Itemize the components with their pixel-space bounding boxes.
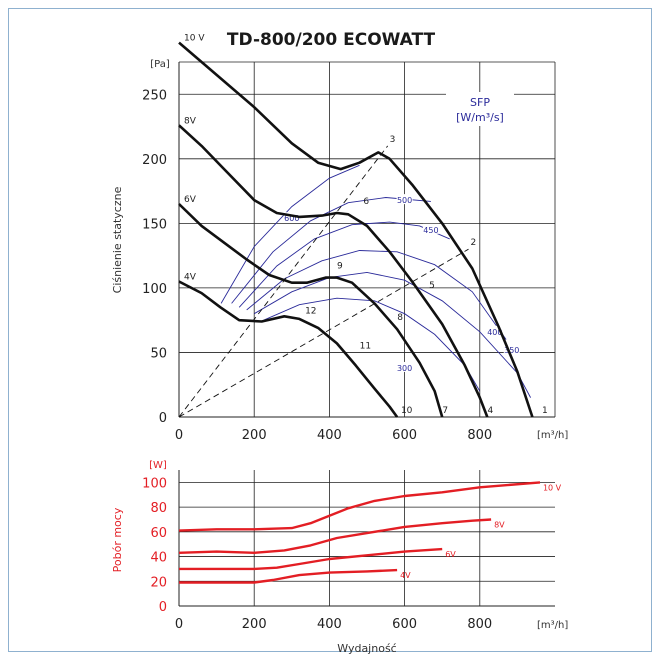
bottom-x-tick-label: 600	[392, 617, 417, 632]
sfp-curve	[253, 271, 531, 398]
sfp-curve-label-bg	[283, 212, 300, 223]
power-curve-label: 10 V	[543, 483, 562, 492]
sfp-curve-label: 400	[487, 328, 502, 337]
top-x-tick-label: 600	[392, 428, 417, 443]
sfp-title: SFP	[470, 96, 490, 109]
operating-point-label: 8	[397, 313, 403, 323]
bottom-y-tick-label: 60	[150, 526, 167, 541]
top-y-axis-title: Ciśnienie statyczne	[111, 186, 124, 293]
top-y-tick-label: 100	[142, 282, 167, 297]
operating-point-label: 3	[390, 135, 396, 145]
system-curve-dashed	[178, 145, 389, 418]
bottom-x-unit: [m³/h]	[537, 620, 568, 631]
bottom-x-axis-title: Wydajność	[337, 642, 396, 655]
top-x-tick-label: 0	[175, 428, 183, 443]
bottom-y-tick-label: 40	[150, 551, 167, 566]
sfp-curve-label-bg	[486, 325, 503, 336]
power-curve	[179, 568, 398, 584]
chart-title: TD-800/200 ECOWATT	[227, 30, 436, 50]
bottom-x-tick-label: 800	[467, 617, 492, 632]
system-curve-dashed	[178, 248, 469, 418]
operating-point-label: 6	[363, 197, 369, 207]
fan-curve-label: 4V	[184, 272, 197, 282]
sfp-curve-label: 300	[397, 364, 412, 373]
sfp-curve-label-bg	[396, 361, 413, 372]
bottom-y-axis-title: Pobór mocy	[111, 507, 124, 572]
sfp-curve-label: 450	[423, 226, 438, 235]
operating-point-label: 4	[487, 406, 493, 416]
power-curve-label: 6V	[445, 550, 456, 559]
operating-point-label: 2	[471, 238, 477, 248]
operating-point-label: 12	[305, 307, 316, 317]
fan-curve-label: 8V	[184, 116, 197, 126]
sfp-curve	[231, 197, 431, 304]
operating-point-label: 9	[337, 261, 343, 271]
bottom-x-tick-label: 200	[242, 617, 267, 632]
sfp-curve-label: 500	[397, 196, 412, 205]
sfp-curve-label-bg	[396, 194, 413, 205]
fan-curve-label: 6V	[184, 195, 197, 205]
chart-frame	[8, 8, 652, 652]
bottom-y-unit: [W]	[149, 460, 167, 471]
top-y-tick-label: 150	[142, 217, 167, 232]
bottom-y-tick-label: 80	[150, 501, 167, 516]
sfp-curve-label-bg	[422, 223, 439, 234]
fan-curve	[178, 203, 444, 418]
operating-point-label: 5	[429, 281, 435, 291]
sfp-label-bg	[446, 92, 514, 126]
power-curve-label: 4V	[400, 571, 411, 580]
operating-point-label: 11	[360, 341, 371, 351]
fan-curve-label: 10 V	[184, 34, 205, 44]
sfp-curve-label: 350	[504, 346, 519, 355]
sfp-curve	[238, 221, 450, 308]
sfp-curve	[220, 164, 360, 304]
bottom-x-tick-label: 400	[317, 617, 342, 632]
top-x-unit: [m³/h]	[537, 430, 568, 441]
top-y-tick-label: 50	[150, 346, 167, 361]
top-y-tick-label: 250	[142, 88, 167, 103]
power-curve-label: 8V	[494, 520, 505, 529]
power-curve	[178, 518, 492, 554]
operating-point-label: 7	[442, 406, 448, 416]
top-x-tick-label: 400	[317, 428, 342, 443]
bottom-y-tick-label: 100	[142, 476, 167, 491]
sfp-curve	[263, 297, 481, 392]
top-x-tick-label: 800	[467, 428, 492, 443]
sfp-curve-label-bg	[503, 343, 520, 354]
top-y-unit: [Pa]	[150, 59, 170, 70]
power-curve	[179, 547, 443, 571]
top-y-tick-label: 200	[142, 153, 167, 168]
fan-curve	[178, 124, 489, 418]
top-x-tick-label: 200	[242, 428, 267, 443]
fan-curve	[178, 280, 399, 418]
top-y-tick-label: 0	[159, 411, 167, 426]
power-curve	[178, 481, 541, 532]
sfp-curve-label: 600	[284, 214, 299, 223]
bottom-y-tick-label: 0	[159, 600, 167, 615]
sfp-unit: [W/m³/s]	[456, 111, 504, 124]
operating-point-label: 10	[401, 406, 413, 416]
bottom-y-tick-label: 20	[150, 575, 167, 590]
fan-curve	[178, 41, 534, 418]
sfp-curve	[246, 250, 507, 340]
bottom-x-tick-label: 0	[175, 617, 183, 632]
operating-point-label: 1	[542, 406, 548, 416]
